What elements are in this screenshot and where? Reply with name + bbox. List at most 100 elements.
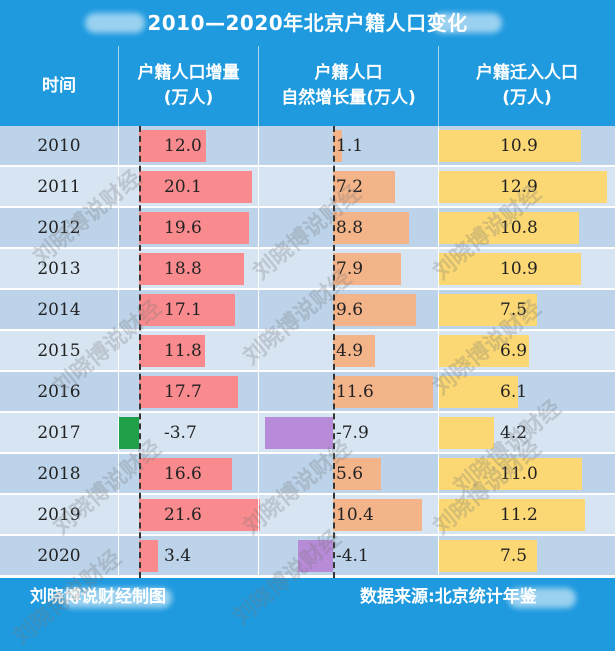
table-row: 2013 18.8 7.9 10.9: [0, 249, 615, 289]
increment-value: 17.7: [164, 382, 202, 402]
migration-value: 6.1: [500, 382, 528, 402]
natural-bar: [333, 458, 382, 490]
increment-bar: [139, 294, 235, 326]
header-time: 时间: [0, 46, 118, 126]
year-cell: 2019: [37, 505, 81, 525]
increment-bar: [139, 499, 260, 531]
migration-bar: [439, 458, 582, 490]
increment-bar: [118, 417, 139, 449]
table-row: 2017 -3.7 -7.9 4.2: [0, 413, 615, 453]
table-row: 2014 17.1 9.6 7.5: [0, 290, 615, 330]
increment-value: 3.4: [164, 546, 192, 566]
header-increment-line2: (万人): [163, 88, 214, 108]
natural-bar: [297, 540, 333, 572]
migration-value: 4.2: [500, 423, 528, 443]
table-row: 2010 12.0 1.1 10.9: [0, 126, 615, 166]
table-row: 2020 3.4 -4.1 7.5: [0, 536, 615, 576]
year-cell: 2016: [37, 382, 81, 402]
increment-value: 21.6: [164, 505, 202, 525]
increment-bar: [139, 212, 249, 244]
header-natural: 户籍人口 自然增长量(万人): [259, 46, 438, 126]
increment-bar: [139, 376, 239, 408]
natural-bar: [333, 499, 423, 531]
year-cell: 2010: [37, 136, 81, 156]
header-increment-line1: 户籍人口增量: [137, 63, 240, 84]
natural-value: 9.6: [336, 300, 364, 320]
increment-value: 11.8: [164, 341, 202, 361]
migration-value: 11.0: [500, 464, 538, 484]
header-divider: [118, 46, 119, 126]
migration-bar: [439, 540, 537, 572]
increment-bar: [139, 458, 232, 490]
increment-value: 18.8: [164, 259, 202, 279]
footer-bar: 刘晓博说财经制图 数据来源:北京统计年鉴: [0, 578, 615, 617]
migration-value: 10.9: [500, 259, 538, 279]
header-migration: 户籍迁入人口 (万人): [439, 46, 615, 126]
migration-bar: [439, 294, 537, 326]
increment-bar: [139, 171, 252, 203]
migration-value: 11.2: [500, 505, 538, 525]
natural-bar: [333, 212, 409, 244]
header-time-label: 时间: [42, 75, 76, 96]
title-text: 2010—2020年北京户籍人口变化: [147, 11, 468, 35]
year-cell: 2017: [37, 423, 81, 443]
migration-bar: [439, 417, 494, 449]
natural-bar: [333, 294, 416, 326]
table-row: 2018 16.6 5.6 11.0: [0, 454, 615, 494]
table-row: 2011 20.1 7.2 12.9: [0, 167, 615, 207]
increment-value: 20.1: [164, 177, 202, 197]
year-cell: 2015: [37, 341, 81, 361]
header-natural-line2: 自然增长量(万人): [281, 88, 416, 108]
migration-bar: [439, 376, 519, 408]
natural-bar: [333, 335, 376, 367]
header-migration-line2: (万人): [502, 88, 552, 108]
year-cell: 2018: [37, 464, 81, 484]
natural-value: 5.6: [336, 464, 364, 484]
migration-bar: [439, 253, 581, 285]
migration-bar: [439, 499, 585, 531]
header-increment: 户籍人口增量 (万人): [119, 46, 258, 126]
footer-source: 数据来源:北京统计年鉴: [360, 587, 537, 607]
table-body: 2010 12.0 1.1 10.9 2011 20.1 7.2 12.9 2012 19.6 8.…: [0, 126, 615, 578]
table-header: 时间 户籍人口增量 (万人) 户籍人口 自然增长量(万人) 户籍迁入人口 (万人…: [0, 46, 615, 126]
column-divider: [118, 126, 119, 578]
table-row: 2015 11.8 4.9 6.9: [0, 331, 615, 371]
natural-value: 7.9: [336, 259, 364, 279]
header-migration-line1: 户籍迁入人口: [476, 63, 578, 84]
migration-bar: [439, 171, 607, 203]
increment-value: 19.6: [164, 218, 202, 238]
natural-value: -7.9: [336, 423, 369, 443]
year-cell: 2013: [37, 259, 81, 279]
footer-blur-left: [62, 588, 172, 608]
increment-bar: [139, 335, 206, 367]
header-divider: [258, 46, 259, 126]
header-divider: [438, 46, 439, 126]
migration-value: 10.9: [500, 136, 538, 156]
natural-value: 11.6: [336, 382, 374, 402]
migration-value: 7.5: [500, 546, 528, 566]
natural-value: 10.4: [336, 505, 374, 525]
table-row: 2016 17.7 11.6 6.1: [0, 372, 615, 412]
year-cell: 2011: [37, 177, 81, 197]
natural-bar: [265, 417, 333, 449]
natural-bar: [333, 376, 433, 408]
year-cell: 2020: [37, 546, 81, 566]
natural-value: 8.8: [336, 218, 364, 238]
natural-bar: [333, 130, 343, 162]
natural-value: -4.1: [336, 546, 369, 566]
header-natural-line1: 户籍人口: [314, 63, 383, 84]
migration-value: 7.5: [500, 300, 528, 320]
table-row: 2012 19.6 8.8 10.8: [0, 208, 615, 248]
increment-zero-axis: [139, 126, 141, 578]
increment-bar: [139, 253, 245, 285]
migration-value: 6.9: [500, 341, 528, 361]
migration-bar: [439, 335, 529, 367]
natural-zero-axis: [333, 126, 335, 578]
data-table: 时间 户籍人口增量 (万人) 户籍人口 自然增长量(万人) 户籍迁入人口 (万人…: [0, 46, 615, 578]
natural-bar: [333, 171, 395, 203]
year-cell: 2012: [37, 218, 81, 238]
chart-frame: 2010—2020年北京户籍人口变化 时间 户籍人口增量 (万人) 户籍人口 自…: [0, 11, 615, 650]
table-row: 2019 21.6 10.4 11.2: [0, 495, 615, 535]
title-blur-right: [432, 13, 502, 33]
increment-bar: [139, 130, 207, 162]
